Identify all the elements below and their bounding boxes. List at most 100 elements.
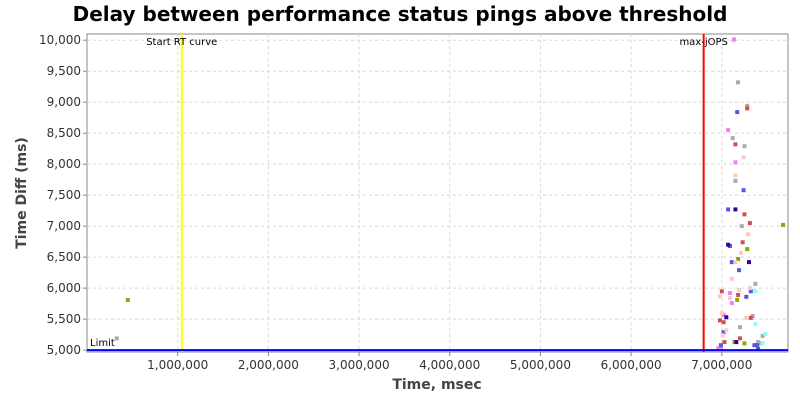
x-tick-label: 1,000,000 [147,358,208,372]
plot-area [86,33,789,353]
data-point [753,322,758,327]
x-axis: 1,000,000 2,000,000 3,000,000 4,000,000 5,00… [147,352,752,372]
y-tick-label: 7,500 [47,188,81,202]
data-point [747,260,752,265]
marker-label: max-jOPS [679,37,727,48]
data-point [781,222,786,227]
data-points [114,37,786,351]
marker-lines: Start RT curve max-jOPS Limit [87,34,788,352]
data-point [719,289,724,294]
data-point [729,276,734,281]
data-point [724,328,729,333]
data-point [737,325,742,330]
y-tick-label: 5,500 [47,312,81,326]
data-point [733,173,738,178]
data-point [727,291,732,296]
data-point [741,188,746,193]
grid [87,34,788,352]
marker-label: Limit [90,338,115,349]
data-point [721,330,726,335]
y-tick-label: 8,000 [47,157,81,171]
data-point [744,315,749,320]
data-point [746,232,751,237]
data-point [733,260,738,265]
data-point [737,288,742,293]
data-point [748,289,753,294]
data-point [735,110,740,115]
data-point [753,281,758,286]
data-point [729,260,734,265]
data-point [742,212,747,217]
data-point [735,80,740,85]
data-point [717,318,722,323]
chart-title: Delay between performance status pings a… [73,2,728,26]
data-point [738,250,743,255]
data-point [742,341,747,346]
y-tick-label: 6,500 [47,250,81,264]
data-point [114,336,119,341]
x-tick-label: 6,000,000 [601,358,662,372]
y-tick-label: 9,000 [47,95,81,109]
data-point [726,128,731,133]
y-tick-label: 6,000 [47,281,81,295]
data-point [716,346,721,351]
marker-label: Start RT curve [146,37,217,48]
data-point [748,315,753,320]
y-axis-label: Time Diff (ms) [14,137,30,249]
data-point [742,144,747,149]
data-point [756,340,761,345]
data-point [737,268,742,273]
data-point [717,294,722,299]
data-point [747,221,752,226]
x-tick-label: 3,000,000 [329,358,390,372]
data-point [719,310,724,315]
data-point [744,294,749,299]
x-tick-label: 4,000,000 [419,358,480,372]
data-point [724,315,729,320]
y-tick-label: 9,500 [47,64,81,78]
y-tick-label: 10,000 [39,33,81,47]
data-point [731,37,736,42]
x-tick-label: 5,000,000 [510,358,571,372]
data-point [733,178,738,183]
data-point [718,343,723,348]
data-point [756,346,761,351]
data-point [726,207,731,212]
data-point [733,160,738,165]
data-point [735,297,740,302]
x-tick-label: 7,000,000 [691,358,752,372]
data-point [747,286,752,291]
data-point [736,257,741,262]
data-point [727,296,732,301]
data-point [733,207,738,212]
data-point [760,341,765,346]
data-point [726,242,731,247]
data-point [760,333,765,338]
data-point [745,103,750,108]
data-point [730,136,735,141]
data-point [722,340,727,345]
data-point [741,155,746,160]
data-point [733,142,738,147]
data-point [736,292,741,297]
y-tick-label: 8,500 [47,126,81,140]
data-point [745,247,750,252]
data-point [753,289,758,294]
x-tick-label: 2,000,000 [238,358,299,372]
data-point [729,301,734,306]
data-point [755,343,760,348]
data-point [737,336,742,341]
data-point [739,224,744,229]
data-point [752,343,757,348]
y-tick-label: 7,000 [47,219,81,233]
y-tick-label: 5,000 [47,343,81,357]
data-point [763,332,768,337]
data-point [740,240,745,245]
data-point [125,297,130,302]
data-point [720,333,725,338]
x-axis-label: Time, msec [392,377,481,393]
data-point [734,340,739,345]
data-point [721,320,726,325]
y-axis: 5,000 5,500 6,000 6,500 7,000 7,500 8,000 8,500… [39,33,87,357]
